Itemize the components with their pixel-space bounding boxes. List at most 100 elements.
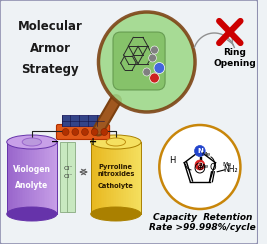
FancyBboxPatch shape xyxy=(57,124,109,140)
Text: H: H xyxy=(170,156,176,165)
Circle shape xyxy=(99,12,195,112)
Bar xyxy=(27,142,29,214)
FancyBboxPatch shape xyxy=(113,32,165,90)
Circle shape xyxy=(82,129,88,135)
Bar xyxy=(103,142,104,214)
Bar xyxy=(12,142,13,214)
Bar xyxy=(52,142,54,214)
Bar xyxy=(112,142,114,214)
Bar xyxy=(10,142,12,214)
Circle shape xyxy=(159,125,240,209)
Bar xyxy=(15,142,17,214)
Bar xyxy=(119,142,121,214)
Text: Cl⁻: Cl⁻ xyxy=(64,165,73,171)
Bar xyxy=(54,142,55,214)
Bar xyxy=(124,142,126,214)
Text: Viologen: Viologen xyxy=(13,165,51,174)
Bar xyxy=(131,142,133,214)
Circle shape xyxy=(91,129,98,135)
Bar xyxy=(42,142,44,214)
Circle shape xyxy=(143,68,151,76)
Circle shape xyxy=(195,160,205,170)
Bar xyxy=(126,142,128,214)
Text: Rate >99.998%/cycle: Rate >99.998%/cycle xyxy=(150,224,256,233)
Ellipse shape xyxy=(91,135,141,149)
Bar xyxy=(50,142,52,214)
Text: Me: Me xyxy=(199,164,209,169)
Bar xyxy=(136,142,138,214)
Bar xyxy=(121,142,123,214)
Bar xyxy=(116,142,117,214)
Text: −: − xyxy=(51,137,59,147)
Circle shape xyxy=(72,129,79,135)
Text: O: O xyxy=(197,162,203,168)
Text: Anolyte: Anolyte xyxy=(15,182,49,191)
Bar xyxy=(106,142,108,214)
Bar xyxy=(91,142,92,214)
Circle shape xyxy=(149,54,156,62)
Bar xyxy=(104,142,106,214)
Bar xyxy=(47,142,49,214)
Ellipse shape xyxy=(106,138,125,146)
Circle shape xyxy=(150,73,159,83)
Bar xyxy=(37,142,38,214)
Bar xyxy=(94,142,96,214)
Text: Ring
Opening: Ring Opening xyxy=(213,48,256,68)
Bar xyxy=(38,142,40,214)
Bar xyxy=(34,142,35,214)
Bar xyxy=(44,142,45,214)
Text: N: N xyxy=(197,148,203,154)
Ellipse shape xyxy=(7,135,57,149)
Bar xyxy=(35,142,37,214)
Bar xyxy=(92,142,94,214)
Text: Capacity  Retention: Capacity Retention xyxy=(153,214,253,223)
Text: Molecular
Armor
Strategy: Molecular Armor Strategy xyxy=(18,20,83,75)
Bar xyxy=(22,142,23,214)
Text: Me: Me xyxy=(222,162,232,167)
Bar xyxy=(117,142,119,214)
Bar xyxy=(49,142,50,214)
Bar xyxy=(30,142,32,214)
Bar xyxy=(32,142,34,214)
Circle shape xyxy=(151,46,158,54)
Text: +: + xyxy=(89,137,97,147)
Bar xyxy=(55,142,57,214)
Bar xyxy=(67,142,75,212)
Bar xyxy=(17,142,18,214)
Bar xyxy=(133,142,134,214)
Bar xyxy=(108,142,109,214)
Bar xyxy=(9,142,10,214)
Bar xyxy=(128,142,129,214)
Text: Cl⁻: Cl⁻ xyxy=(64,173,73,179)
Text: NH₂: NH₂ xyxy=(223,165,238,174)
Bar xyxy=(114,142,116,214)
Bar xyxy=(20,142,22,214)
FancyBboxPatch shape xyxy=(62,115,104,126)
Text: Me: Me xyxy=(201,152,210,157)
Ellipse shape xyxy=(91,207,141,221)
Bar xyxy=(96,142,97,214)
Bar xyxy=(18,142,20,214)
Bar xyxy=(40,142,42,214)
Bar xyxy=(7,142,9,214)
Bar xyxy=(97,142,99,214)
Circle shape xyxy=(62,129,69,135)
Text: ⊕: ⊕ xyxy=(196,163,203,173)
Text: O: O xyxy=(209,163,216,172)
Bar xyxy=(111,142,112,214)
Bar xyxy=(138,142,139,214)
Text: Pyrroline
nitroxides: Pyrroline nitroxides xyxy=(97,163,135,176)
Bar xyxy=(99,142,101,214)
Circle shape xyxy=(101,129,108,135)
Bar xyxy=(45,142,47,214)
Bar xyxy=(25,142,27,214)
Ellipse shape xyxy=(7,207,57,221)
Text: Catholyte: Catholyte xyxy=(98,183,134,189)
Bar xyxy=(109,142,111,214)
Bar xyxy=(139,142,141,214)
Circle shape xyxy=(195,145,205,156)
Bar xyxy=(101,142,103,214)
Bar xyxy=(29,142,30,214)
Circle shape xyxy=(154,62,165,73)
FancyBboxPatch shape xyxy=(0,0,258,244)
